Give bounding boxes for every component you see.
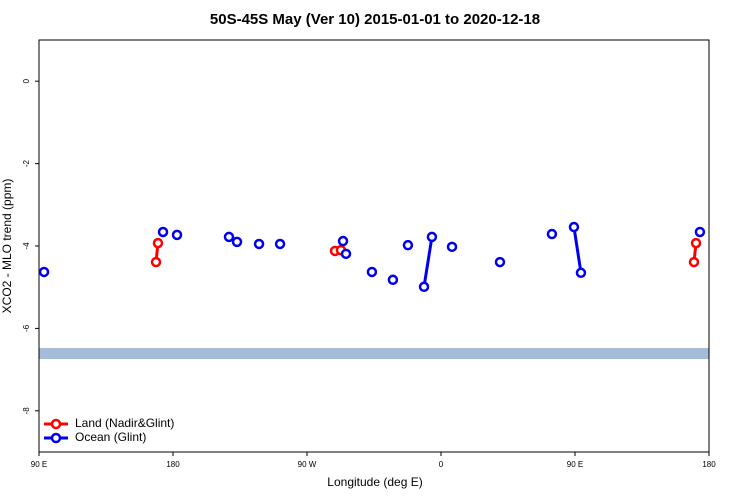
series-line	[422, 236, 434, 288]
x-tick-label: 90 E	[31, 460, 47, 469]
data-point	[575, 267, 587, 279]
data-point	[157, 226, 169, 238]
data-point	[387, 274, 399, 286]
data-point	[274, 238, 286, 250]
data-point	[340, 248, 352, 260]
data-point	[231, 236, 243, 248]
y-tick-label: -2	[22, 159, 31, 167]
legend-marker	[50, 432, 62, 444]
legend-label: Land (Nadir&Glint)	[75, 416, 174, 430]
y-tick-label: -8	[22, 407, 31, 415]
legend-marker	[50, 418, 62, 430]
data-point	[402, 239, 414, 251]
series-line	[572, 226, 583, 274]
data-point	[546, 228, 558, 240]
data-point	[494, 256, 506, 268]
x-tick-label: 0	[439, 460, 444, 469]
data-point	[152, 237, 164, 249]
data-point	[694, 226, 706, 238]
data-point	[568, 221, 580, 233]
plot-frame	[38, 39, 710, 453]
y-tick-label: -6	[22, 324, 31, 332]
x-tick-label: 90 E	[567, 460, 583, 469]
data-point	[426, 231, 438, 243]
chart-title: 50S-45S May (Ver 10) 2015-01-01 to 2020-…	[210, 11, 540, 28]
data-point	[418, 281, 430, 293]
data-point	[690, 237, 702, 249]
legend-label: Ocean (Glint)	[75, 430, 146, 444]
data-point	[337, 235, 349, 247]
x-axis-label: Longitude (deg E)	[327, 475, 422, 489]
data-point	[253, 238, 265, 250]
x-tick-label: 180	[702, 460, 716, 469]
y-axis-label: XCO2 - MLO trend (ppm)	[0, 179, 14, 314]
data-point	[446, 241, 458, 253]
data-point	[223, 231, 235, 243]
y-tick-label: 0	[22, 78, 31, 83]
land-strip	[39, 348, 709, 359]
data-point	[171, 229, 183, 241]
y-tick-label: -4	[22, 242, 31, 250]
data-point	[38, 266, 50, 278]
x-tick-label: 90 W	[298, 460, 317, 469]
data-point	[150, 256, 162, 268]
x-tick-label: 180	[166, 460, 180, 469]
data-point	[366, 266, 378, 278]
data-point	[688, 256, 700, 268]
